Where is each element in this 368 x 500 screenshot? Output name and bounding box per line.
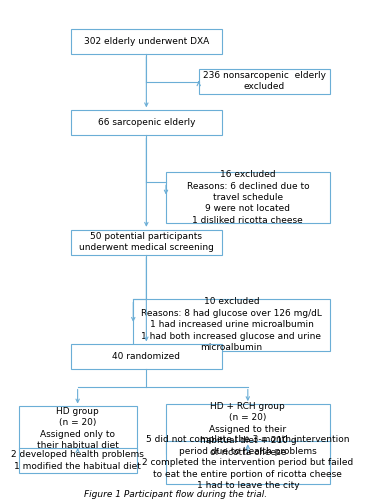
FancyBboxPatch shape: [133, 299, 330, 350]
Text: 5 did not complete the 3-month intervention
period due to health problems
2 comp: 5 did not complete the 3-month intervent…: [142, 436, 353, 490]
FancyBboxPatch shape: [166, 442, 330, 484]
FancyBboxPatch shape: [19, 406, 137, 451]
Text: 40 randomized: 40 randomized: [112, 352, 180, 362]
Text: 16 excluded
Reasons: 6 declined due to
travel schedule
9 were not located
1 disl: 16 excluded Reasons: 6 declined due to t…: [187, 170, 309, 225]
FancyBboxPatch shape: [166, 172, 330, 222]
FancyBboxPatch shape: [71, 344, 222, 369]
FancyBboxPatch shape: [199, 68, 330, 94]
Text: 50 potential participants
underwent medical screening: 50 potential participants underwent medi…: [79, 232, 214, 252]
Text: 2 developed health problems
1 modified the habitual diet: 2 developed health problems 1 modified t…: [11, 450, 144, 470]
Text: HD group
(n = 20)
Assigned only to
their habitual diet: HD group (n = 20) Assigned only to their…: [37, 407, 118, 450]
Text: HD + RCH group
(n = 20)
Assigned to their
habitual diet + 210 g
of ricotta chees: HD + RCH group (n = 20) Assigned to thei…: [199, 402, 296, 456]
Text: 66 sarcopenic elderly: 66 sarcopenic elderly: [98, 118, 195, 127]
Text: 10 excluded
Reasons: 8 had glucose over 126 mg/dL
1 had increased urine microalb: 10 excluded Reasons: 8 had glucose over …: [141, 298, 322, 352]
FancyBboxPatch shape: [19, 448, 137, 473]
FancyBboxPatch shape: [71, 230, 222, 254]
Text: Figure 1 Participant flow during the trial.: Figure 1 Participant flow during the tri…: [84, 490, 268, 499]
FancyBboxPatch shape: [71, 110, 222, 135]
Text: 302 elderly underwent DXA: 302 elderly underwent DXA: [84, 37, 209, 46]
Text: 236 nonsarcopenic  elderly
excluded: 236 nonsarcopenic elderly excluded: [203, 71, 326, 92]
FancyBboxPatch shape: [71, 29, 222, 54]
FancyBboxPatch shape: [166, 404, 330, 454]
